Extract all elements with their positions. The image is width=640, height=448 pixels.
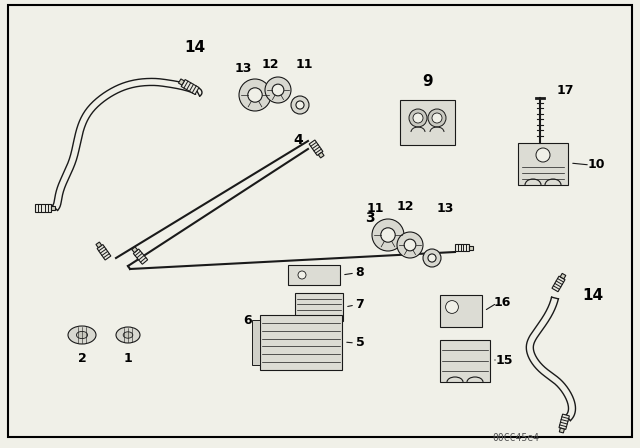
Text: 2: 2 bbox=[77, 352, 86, 365]
Circle shape bbox=[291, 96, 309, 114]
Bar bbox=[440, 340, 490, 382]
Circle shape bbox=[298, 271, 306, 279]
Polygon shape bbox=[469, 246, 473, 250]
Polygon shape bbox=[455, 245, 469, 251]
Polygon shape bbox=[97, 245, 111, 260]
Circle shape bbox=[423, 249, 441, 267]
Circle shape bbox=[272, 84, 284, 96]
Text: 15: 15 bbox=[495, 353, 513, 366]
Circle shape bbox=[432, 113, 442, 123]
Polygon shape bbox=[309, 140, 323, 155]
Polygon shape bbox=[318, 152, 324, 158]
Polygon shape bbox=[35, 204, 51, 212]
Polygon shape bbox=[181, 80, 199, 95]
Text: 10: 10 bbox=[588, 159, 605, 172]
Text: 17: 17 bbox=[556, 83, 573, 96]
Ellipse shape bbox=[123, 332, 133, 338]
Ellipse shape bbox=[116, 327, 140, 343]
Circle shape bbox=[536, 148, 550, 162]
Circle shape bbox=[409, 109, 427, 127]
Bar bbox=[518, 143, 568, 185]
Text: 13: 13 bbox=[234, 61, 252, 74]
Circle shape bbox=[428, 109, 446, 127]
Polygon shape bbox=[96, 242, 102, 248]
Text: 13: 13 bbox=[436, 202, 454, 215]
Circle shape bbox=[404, 239, 416, 251]
Text: 16: 16 bbox=[493, 297, 511, 310]
Text: 1: 1 bbox=[124, 352, 132, 365]
Circle shape bbox=[397, 232, 423, 258]
Text: 8: 8 bbox=[356, 267, 364, 280]
Text: 11: 11 bbox=[366, 202, 384, 215]
Ellipse shape bbox=[76, 332, 88, 339]
Text: 4: 4 bbox=[293, 133, 303, 147]
Polygon shape bbox=[559, 414, 570, 430]
Ellipse shape bbox=[68, 326, 96, 344]
Text: 3: 3 bbox=[365, 211, 375, 225]
Polygon shape bbox=[560, 273, 566, 279]
Polygon shape bbox=[559, 428, 564, 433]
Text: 6: 6 bbox=[244, 314, 252, 327]
Text: 11: 11 bbox=[295, 59, 313, 72]
Circle shape bbox=[428, 254, 436, 262]
Text: 14: 14 bbox=[582, 288, 604, 302]
Circle shape bbox=[381, 228, 396, 242]
Circle shape bbox=[239, 79, 271, 111]
Circle shape bbox=[413, 113, 423, 123]
Circle shape bbox=[372, 219, 404, 251]
Text: 5: 5 bbox=[356, 336, 364, 349]
Bar bbox=[440, 295, 482, 327]
Bar bbox=[295, 293, 343, 321]
Text: 12: 12 bbox=[261, 59, 279, 72]
Text: 7: 7 bbox=[356, 298, 364, 311]
Bar bbox=[252, 320, 260, 365]
Text: 14: 14 bbox=[184, 40, 205, 56]
Text: 00CC45e4: 00CC45e4 bbox=[492, 433, 539, 443]
Circle shape bbox=[296, 101, 304, 109]
Bar bbox=[288, 265, 340, 285]
Bar bbox=[400, 100, 455, 145]
Polygon shape bbox=[552, 276, 565, 292]
Circle shape bbox=[265, 77, 291, 103]
Polygon shape bbox=[51, 206, 55, 211]
Circle shape bbox=[445, 301, 458, 314]
Text: 12: 12 bbox=[396, 199, 413, 212]
Bar bbox=[260, 315, 342, 370]
Polygon shape bbox=[179, 79, 184, 85]
Polygon shape bbox=[133, 249, 148, 264]
Text: 9: 9 bbox=[422, 74, 433, 90]
Polygon shape bbox=[132, 247, 138, 253]
Circle shape bbox=[248, 88, 262, 102]
